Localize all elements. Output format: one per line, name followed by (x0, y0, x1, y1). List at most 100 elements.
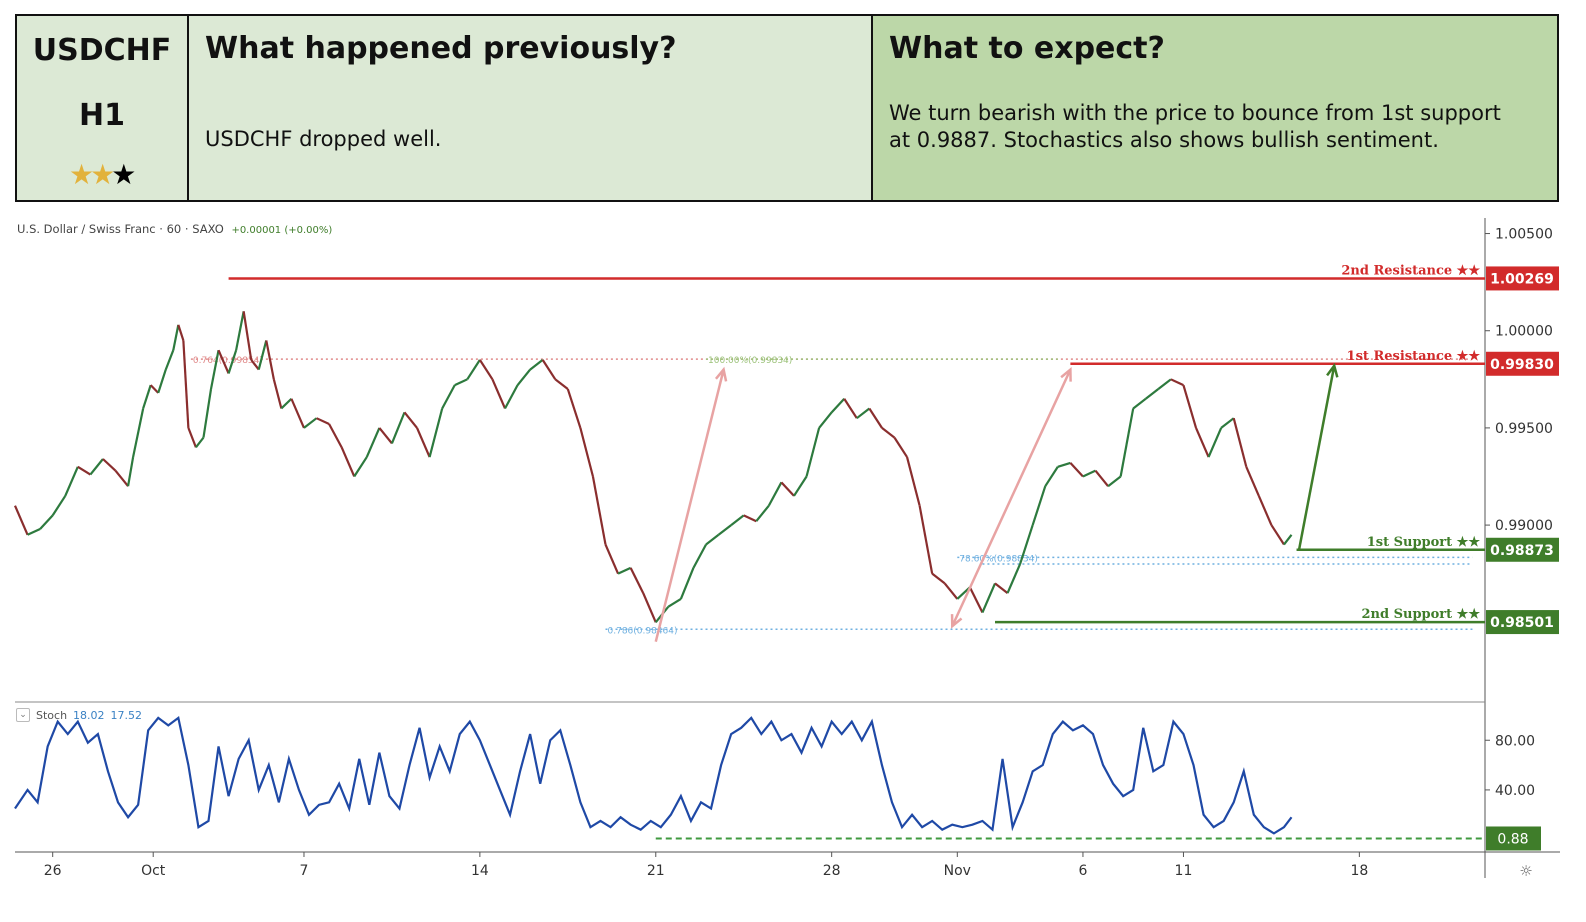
price-segment (466, 359, 481, 380)
price-segment (554, 378, 569, 390)
level-label: 2nd Support ★★ (1362, 607, 1481, 622)
level-label: 2nd Resistance ★★ (1341, 263, 1480, 278)
price-segment (1257, 495, 1273, 526)
price-segment (692, 543, 707, 569)
price-segment (918, 505, 934, 574)
timeframe: H1 (79, 98, 125, 133)
expect-body-cell: We turn bearish with the price to bounce… (871, 82, 1559, 202)
price-segment (541, 359, 557, 380)
price-segment (39, 514, 54, 530)
time-tick-label: 11 (1175, 863, 1193, 879)
price-segment (132, 408, 145, 458)
time-tick-label: Oct (141, 863, 166, 879)
time-tick-label: 26 (44, 863, 62, 879)
price-segment (931, 572, 946, 585)
price-segment (905, 456, 921, 506)
price-segment (868, 407, 883, 429)
price-segment (968, 586, 984, 614)
price-segment (755, 504, 770, 522)
stoch-level-label: 0.88 (1497, 831, 1528, 847)
price-segment (1094, 469, 1109, 487)
chart-legend: U.S. Dollar / Swiss Franc · 60 · SAXO +0… (17, 222, 332, 236)
price-segment (1270, 524, 1285, 546)
price-segment (1207, 427, 1223, 458)
price-segment (1132, 397, 1147, 410)
price-segment (290, 398, 305, 429)
price-segment (403, 411, 418, 429)
price-segment (705, 533, 720, 546)
price-segment (1145, 388, 1160, 400)
price-segment (303, 417, 318, 429)
time-tick-label: 6 (1078, 863, 1087, 879)
price-segment (149, 384, 160, 394)
price-segment (340, 446, 356, 477)
price-segment (353, 456, 368, 478)
expect-header-cell: What to expect? (871, 14, 1559, 84)
level-label: 1st Support ★★ (1367, 535, 1481, 550)
price-segment (1082, 469, 1096, 478)
price-segment (227, 349, 238, 374)
gear-icon: ☼ (1519, 862, 1532, 880)
price-segment (1245, 466, 1260, 497)
price-segment (102, 458, 117, 472)
price-segment (981, 582, 997, 613)
price-segment (516, 368, 531, 386)
level-price-tag (1486, 537, 1559, 562)
price-segment (793, 475, 808, 497)
price-segment (114, 469, 129, 487)
price-segment (454, 378, 468, 387)
stoch-line (14, 715, 1293, 835)
price-segment (428, 408, 444, 458)
price-segment (209, 349, 220, 390)
time-tick-label: 7 (300, 863, 309, 879)
price-segment (956, 586, 971, 600)
price-segment (667, 598, 682, 608)
time-tick-label: 21 (647, 863, 665, 879)
price-segment (1283, 534, 1293, 546)
arrow-line (1297, 365, 1336, 550)
price-segment (805, 427, 821, 477)
price-segment (328, 423, 343, 448)
price-segment (316, 417, 330, 426)
arrow-line (654, 369, 725, 642)
price-segment (235, 311, 245, 351)
stoch-level-tag (1486, 826, 1541, 851)
price-segment (566, 388, 582, 429)
price-segment (767, 481, 783, 507)
price-segment (187, 427, 197, 448)
price-tick-label: 1.00000 (1495, 324, 1553, 340)
arrow-head (1326, 362, 1339, 378)
price-segment (856, 407, 871, 420)
stoch-name: Stoch (36, 708, 68, 722)
price-segment (441, 384, 456, 409)
price-segment (579, 427, 595, 477)
star-filled-icon: ★ (69, 158, 94, 191)
fib-label: 0.786(0.98464) (608, 626, 678, 636)
star-empty-icon: ★ (111, 158, 136, 191)
price-segment (881, 427, 896, 439)
chevron-down-icon[interactable]: ⌄ (16, 708, 30, 722)
fib-label: 0.764(0.99854) (193, 356, 263, 366)
expect-title: What to expect? (889, 31, 1165, 66)
stoch-legend: ⌄ Stoch 18.02 17.52 (16, 708, 142, 722)
arrow-head (1060, 366, 1072, 382)
price-segment (491, 378, 507, 409)
price-tick-label: 0.99500 (1495, 421, 1553, 437)
arrow-head (714, 366, 728, 382)
price-segment (51, 495, 67, 516)
price-segment (717, 524, 732, 536)
price-segment (604, 544, 620, 575)
price-segment (730, 514, 745, 526)
rating-stars: ★★★ (69, 158, 136, 191)
change-label: +0.00001 (+0.00%) (231, 225, 333, 236)
price-segment (893, 437, 908, 458)
price-segment (629, 567, 645, 594)
price-segment (1157, 378, 1172, 390)
price-segment (994, 582, 1009, 594)
price-segment (1006, 563, 1022, 594)
price-segment (242, 311, 253, 361)
previous-title: What happened previously? (205, 31, 677, 66)
price-segment (743, 514, 757, 523)
price-segment (504, 384, 519, 409)
price-segment (1019, 524, 1034, 565)
